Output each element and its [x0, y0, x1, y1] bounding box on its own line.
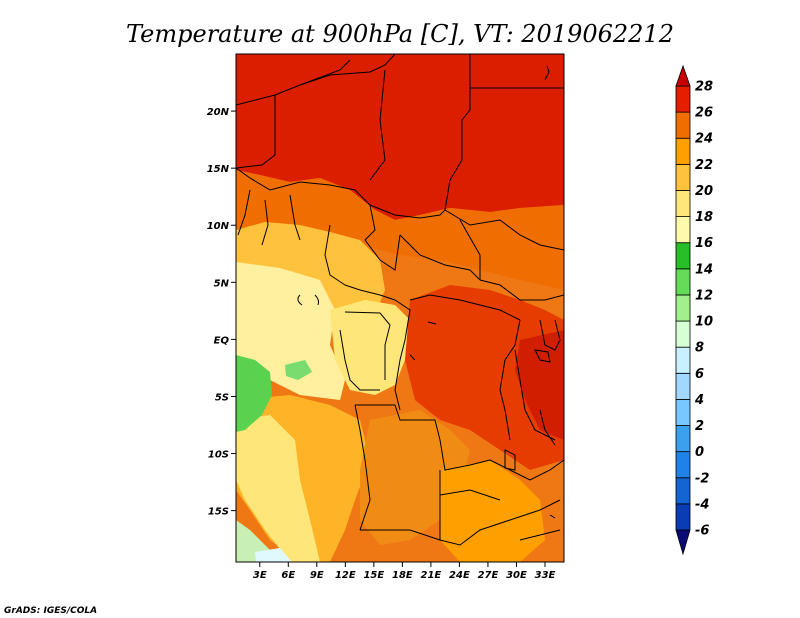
- colorbar-segment: [675, 477, 691, 505]
- colorbar-label: -4: [695, 497, 709, 512]
- x-tick-label: 24E: [449, 570, 470, 581]
- chart-title: Temperature at 900hPa [C], VT: 201906221…: [126, 20, 674, 48]
- x-tick-label: 9E: [310, 570, 324, 581]
- colorbar-label: 28: [695, 80, 713, 95]
- colorbar-segment: [675, 425, 691, 453]
- field-green-patch: [236, 355, 272, 432]
- colorbar-label: 18: [695, 210, 713, 225]
- colorbar-label: 16: [695, 236, 713, 251]
- colorbar-label: 4: [694, 393, 704, 408]
- temperature-field: [236, 54, 564, 562]
- colorbar-segment: [675, 451, 691, 479]
- field-sahel: [236, 170, 564, 290]
- y-tick-label: EQ: [214, 335, 230, 346]
- colorbar-label: 26: [695, 106, 713, 121]
- country-borders: [236, 54, 564, 546]
- colorbar-segment: [675, 216, 691, 244]
- colorbar-label: 14: [695, 262, 713, 277]
- colorbar-segment: [675, 190, 691, 217]
- x-tick-label: 15E: [363, 570, 384, 581]
- map-frame: [235, 53, 565, 563]
- field-gulf: [236, 222, 385, 315]
- colorbar-label: 2: [695, 419, 704, 434]
- y-tick-label: 5N: [214, 278, 230, 289]
- colorbar-label: -2: [695, 471, 709, 486]
- field-green-patch-small: [285, 360, 312, 380]
- colorbar-min-arrow: [675, 529, 691, 556]
- colorbar-segment: [675, 137, 691, 165]
- y-tick-label: 15N: [207, 164, 230, 175]
- colorbar-segment: [675, 268, 691, 296]
- colorbar-label: 20: [695, 184, 713, 199]
- colorbar-segment: [675, 399, 691, 426]
- x-tick-label: 30E: [506, 570, 527, 581]
- colorbar-segment: [675, 163, 691, 191]
- field-congo-basin: [330, 300, 410, 395]
- colorbar-label: 24: [695, 132, 713, 147]
- x-tick-label: 27E: [478, 570, 499, 581]
- colorbar-segment: [675, 111, 691, 139]
- colorbar-label: -6: [695, 524, 709, 539]
- field-sahara: [236, 54, 564, 220]
- field-atlantic: [236, 262, 345, 400]
- colorbar-label: 10: [695, 315, 713, 330]
- colorbar-label: 22: [695, 158, 713, 173]
- y-tick-label: 20N: [207, 107, 230, 118]
- colorbar-segment: [675, 320, 691, 348]
- colorbar-segment: [675, 346, 691, 374]
- field-coastal-light: [236, 415, 320, 562]
- colorbar-segment: [675, 242, 691, 270]
- y-tick-label: 15S: [208, 507, 229, 518]
- colorbar-segment: [675, 503, 691, 531]
- y-tick-label: 10N: [207, 221, 230, 232]
- y-tick-label: 10S: [208, 450, 229, 461]
- x-axis: 3E 6E 9E 12E 15E 18E 21E 24E 27E 30E 33E: [253, 562, 556, 581]
- x-tick-label: 12E: [335, 570, 356, 581]
- y-tick-label: 5S: [215, 392, 229, 403]
- colorbar-label: 0: [695, 445, 704, 460]
- y-axis: 20N 15N 10N 5N EQ 5S 10S 15S: [207, 107, 236, 518]
- colorbar-segment: [675, 372, 691, 400]
- field-zambia: [440, 460, 545, 562]
- field-lake-region: [515, 330, 564, 440]
- x-tick-label: 3E: [253, 570, 267, 581]
- grads-credit: GrADS: IGES/COLA: [4, 606, 97, 616]
- field-south-green: [236, 520, 285, 562]
- x-tick-label: 21E: [421, 570, 442, 581]
- colorbar-label: 12: [695, 288, 713, 303]
- x-tick-label: 18E: [392, 570, 413, 581]
- x-tick-label: 6E: [281, 570, 295, 581]
- colorbar-segment: [675, 85, 691, 113]
- colorbar-label: 8: [695, 341, 704, 356]
- field-south-paleblue: [255, 548, 292, 562]
- x-tick-label: 33E: [535, 570, 556, 581]
- colorbar-segment: [675, 294, 691, 322]
- colorbar-label: 6: [695, 367, 704, 382]
- colorbar-max-arrow: [675, 64, 691, 87]
- field-east-central: [405, 285, 564, 470]
